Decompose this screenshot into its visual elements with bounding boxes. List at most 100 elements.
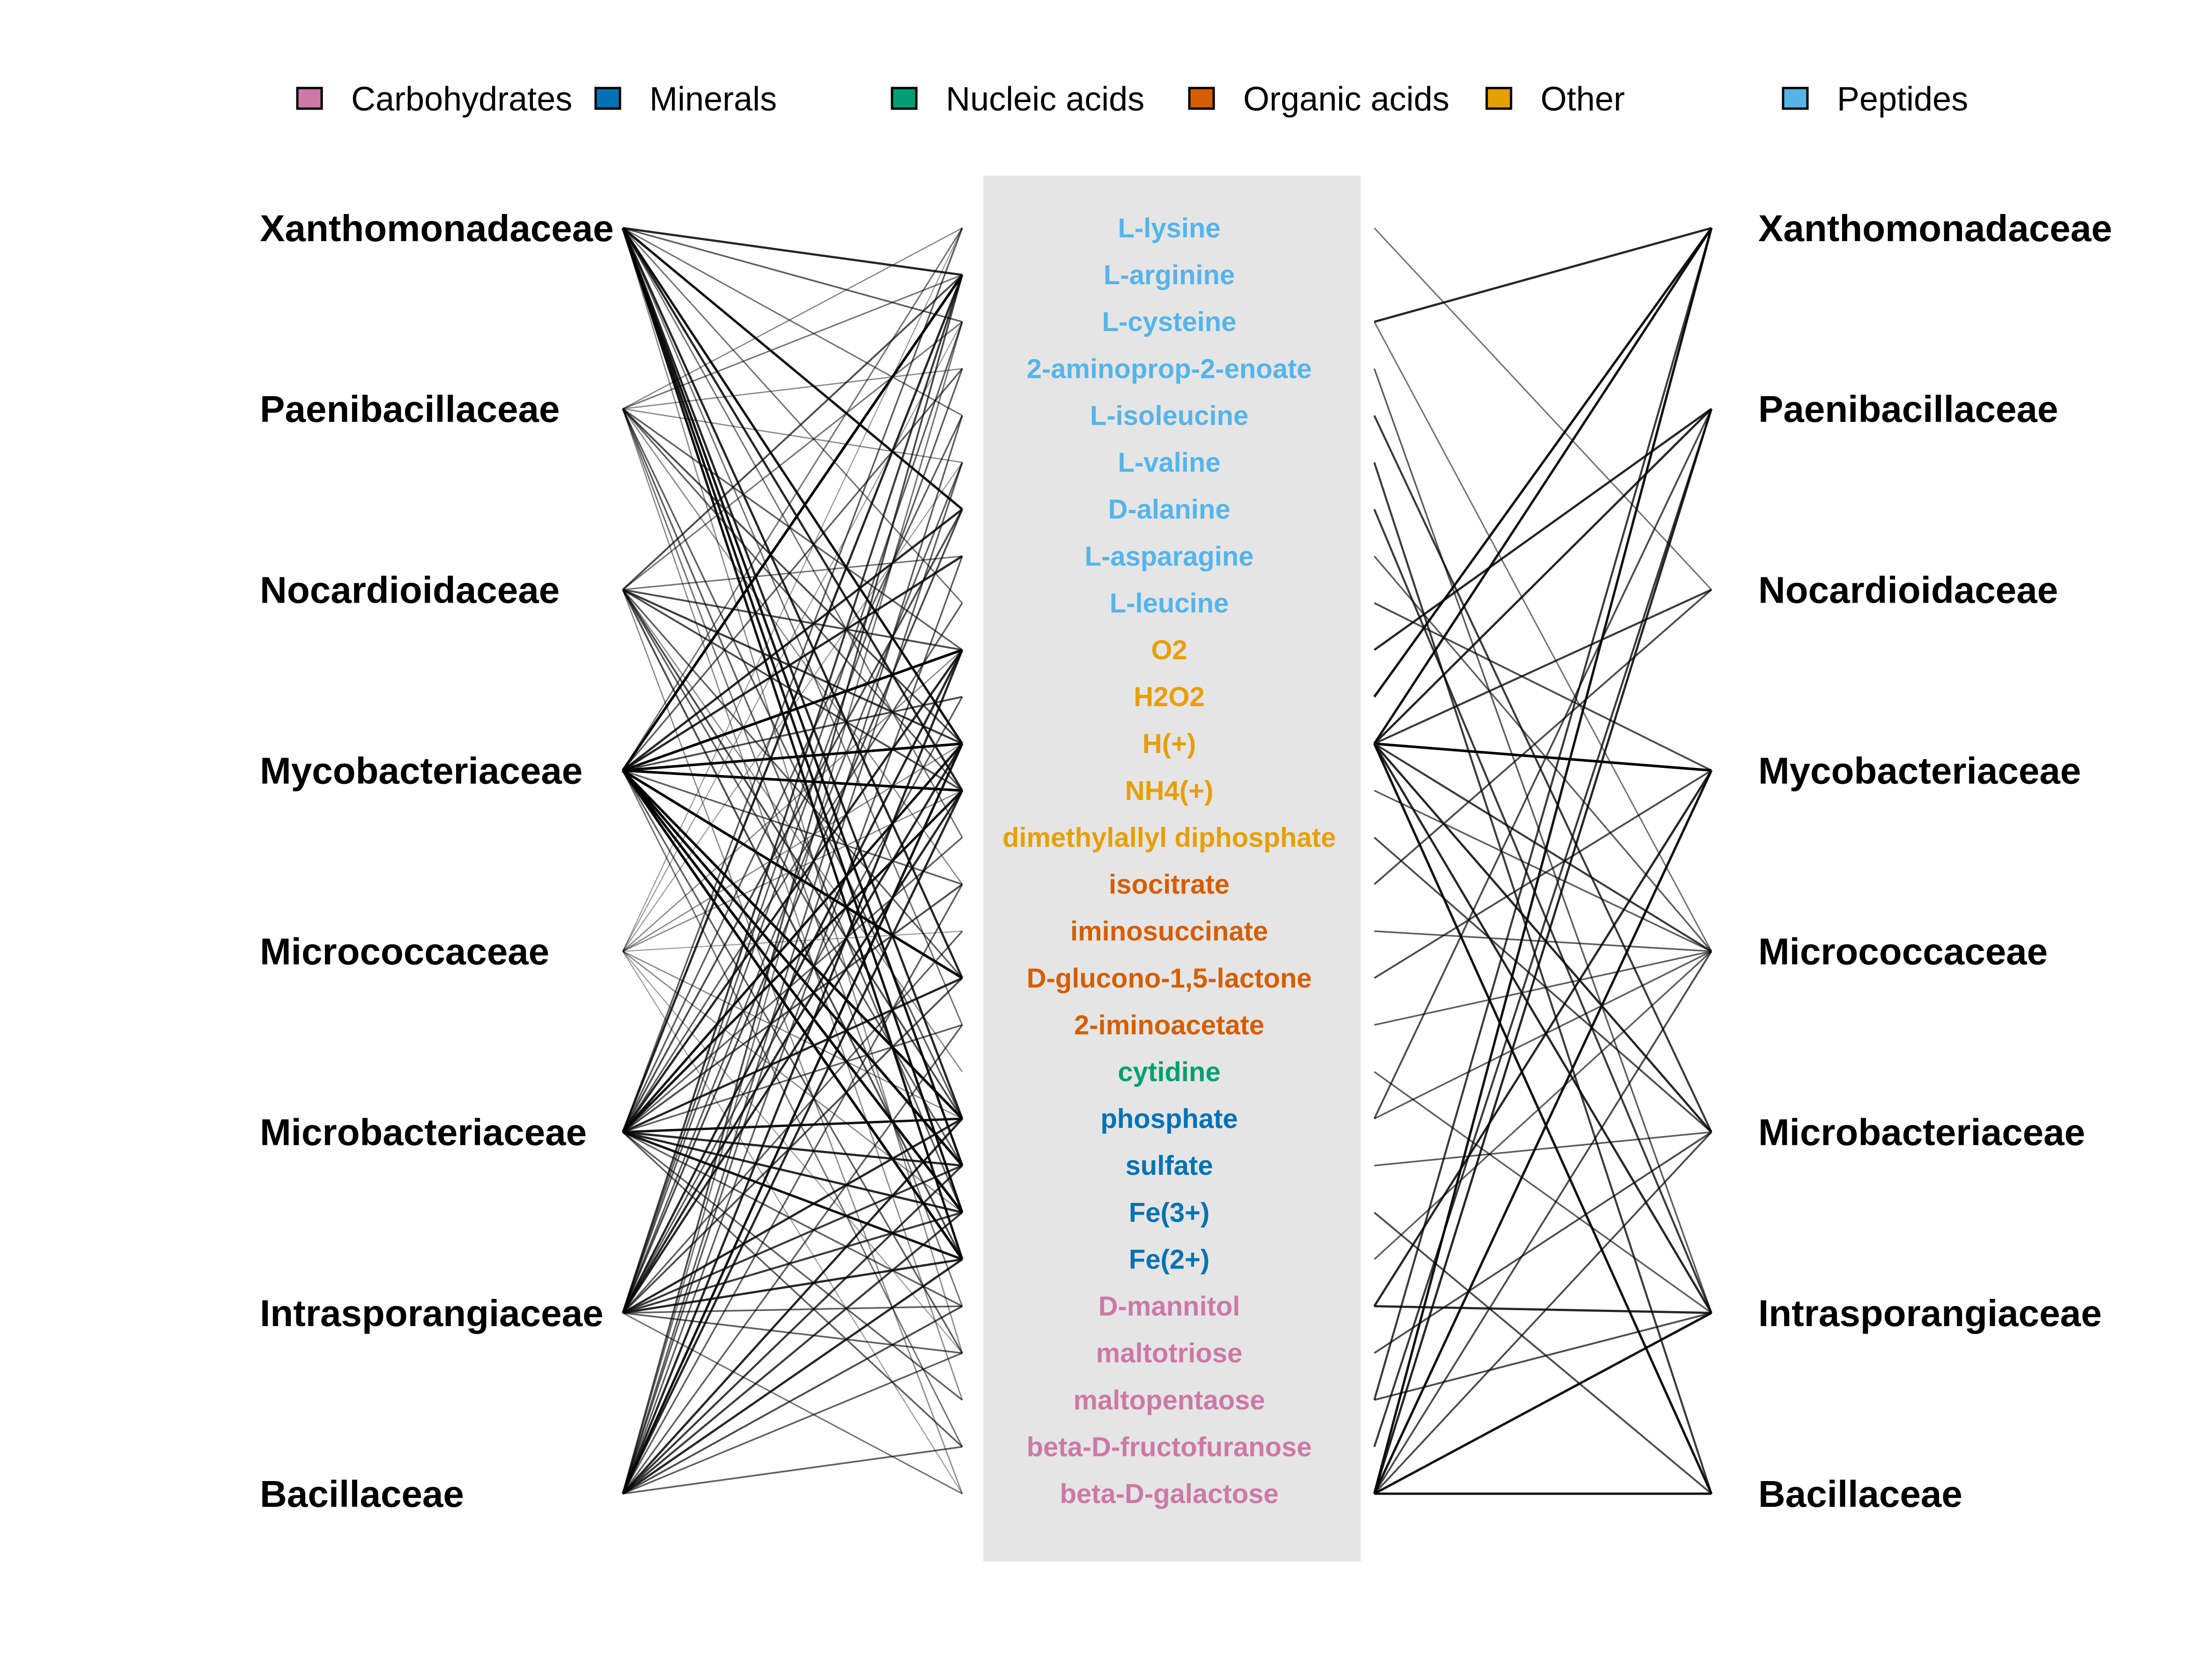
- edge-nocardioidaceae-phosphate: [622, 589, 963, 1120]
- edge-xanthomonadaceae-2-iminoacetate: [622, 228, 963, 1025]
- edge-xanthomonadaceae-nh4: [621, 227, 964, 791]
- edge-l-lysine-nocardioidaceae: [1373, 227, 1712, 590]
- edge-beta-d-fructofuranose-paenibacillaceae: [1373, 408, 1713, 1447]
- edge-mycobacteriaceae-h2o2: [622, 696, 963, 772]
- metabolite-labels: L-lysine L-arginine L-cysteine 2-aminoprop-…: [1003, 213, 1336, 1509]
- edge-xanthomonadaceae-d-alanine: [622, 227, 963, 510]
- edge-xanthomonadaceae-l-cysteine: [622, 227, 963, 323]
- metabolite-fe-3: Fe(3+): [1129, 1197, 1209, 1228]
- edge-mycobacteriaceae-nh4: [622, 769, 963, 792]
- metabolite-l-leucine: L-leucine: [1110, 588, 1229, 619]
- legend-swatch: [1485, 87, 1512, 110]
- edge-bacillaceae-h: [621, 743, 964, 1495]
- edge-mycobacteriaceae-maltotriose: [622, 770, 963, 1354]
- edge-mycobacteriaceae-beta-d-fructofuranose: [622, 770, 963, 1447]
- edge-micrococcaceae-fe-3: [622, 951, 963, 1213]
- center-panel: [983, 176, 1361, 1562]
- edge-h-micrococcaceae: [1373, 743, 1712, 952]
- metabolite-l-valine: L-valine: [1118, 448, 1220, 478]
- edge-micrococcaceae-l-lysine: [622, 228, 963, 952]
- edge-intrasporangiaceae-2-aminoprop-2-enoate: [622, 368, 963, 1313]
- edge-microbacteriaceae-nh4: [622, 789, 963, 1133]
- right-family-intrasporangiaceae: Intrasporangiaceae: [1758, 1292, 2102, 1334]
- edge-bacillaceae-maltotriose: [622, 1352, 963, 1495]
- legend-swatch: [891, 87, 918, 110]
- edge-microbacteriaceae-d-alanine: [622, 509, 963, 1133]
- right-family-xanthomonadaceae: Xanthomonadaceae: [1758, 207, 2112, 249]
- edge-xanthomonadaceae-dimethylallyl-diphosphate: [622, 228, 963, 838]
- edge-micrococcaceae-nh4: [622, 790, 963, 952]
- edge-intrasporangiaceae-nh4: [622, 790, 963, 1314]
- edge-intrasporangiaceae-h2o2: [622, 696, 963, 1313]
- edge-mycobacteriaceae-d-alanine: [622, 508, 963, 772]
- edge-micrococcaceae-maltotriose: [622, 951, 963, 1354]
- edge-paenibacillaceae-maltopentaose: [622, 408, 963, 1401]
- edge-nocardioidaceae-fe-2: [622, 589, 963, 1260]
- edge-nocardioidaceae-nh4: [622, 589, 963, 792]
- edge-paenibacillaceae-d-mannitol: [622, 408, 963, 1307]
- metabolite-d-glucono-1-5-lactone: D-glucono-1,5-lactone: [1026, 963, 1312, 994]
- edge-microbacteriaceae-l-isoleucine: [622, 415, 963, 1133]
- left-family-nocardioidaceae: Nocardioidaceae: [260, 569, 560, 611]
- edge-bacillaceae-o2: [621, 649, 964, 1494]
- legend-label: Peptides: [1837, 81, 1968, 118]
- edge-cytidine-intrasporangiaceae: [1373, 1071, 1712, 1314]
- edge-mycobacteriaceae-l-lysine: [622, 228, 963, 771]
- left-family-labels: Xanthomonadaceae Paenibacillaceae Nocardio…: [260, 207, 614, 1515]
- legend-item-minerals: Minerals: [594, 81, 777, 118]
- metabolite-l-cysteine: L-cysteine: [1102, 307, 1237, 337]
- edge-phosphate-paenibacillaceae: [1373, 408, 1712, 1119]
- metabolite-nh4: NH4(+): [1125, 775, 1214, 806]
- legend: Carbohydrates Minerals Nucleic acids Organi…: [296, 81, 1968, 118]
- edge-mycobacteriaceae-isocitrate: [622, 769, 963, 885]
- edge-h-bacillaceae: [1373, 743, 1713, 1495]
- right-family-microbacteriaceae: Microbacteriaceae: [1758, 1112, 2085, 1153]
- edge-iminosuccinate-micrococcaceae: [1374, 930, 1712, 952]
- edge-nocardioidaceae-beta-d-galactose: [622, 589, 963, 1494]
- legend-swatch: [594, 87, 621, 110]
- edge-nocardioidaceae-cytidine: [622, 589, 963, 1072]
- edge-microbacteriaceae-dimethylallyl-diphosphate: [622, 837, 963, 1133]
- metabolite-d-alanine: D-alanine: [1108, 494, 1230, 525]
- edge-micrococcaceae-l-cysteine: [622, 321, 963, 952]
- edge-beta-d-galactose-xanthomonadaceae: [1373, 228, 1713, 1494]
- edge-intrasporangiaceae-h: [621, 743, 964, 1314]
- legend-item-carbohydrates: Carbohydrates: [296, 81, 572, 118]
- metabolite-fe-2: Fe(2+): [1129, 1244, 1209, 1275]
- edge-nh4-micrococcaceae: [1374, 789, 1712, 952]
- edge-h-mycobacteriaceae: [1374, 742, 1712, 772]
- edge-nocardioidaceae-l-asparagine: [622, 555, 963, 590]
- left-family-xanthomonadaceae: Xanthomonadaceae: [260, 207, 614, 249]
- edge-beta-d-galactose-intrasporangiaceae: [1373, 1312, 1712, 1495]
- edge-bacillaceae-d-mannitol: [622, 1305, 963, 1495]
- left-family-mycobacteriaceae: Mycobacteriaceae: [260, 750, 582, 791]
- edge-microbacteriaceae-l-lysine: [622, 228, 963, 1133]
- legend-item-nucleic-acids: Nucleic acids: [891, 81, 1144, 118]
- edge-paenibacillaceae-l-arginine: [622, 274, 963, 410]
- left-family-intrasporangiaceae: Intrasporangiaceae: [260, 1292, 604, 1334]
- edge-bacillaceae-l-cysteine: [622, 321, 963, 1494]
- edge-mycobacteriaceae-sulfate: [621, 769, 964, 1167]
- edge-nocardioidaceae-l-arginine: [622, 274, 963, 590]
- edge-phosphate-micrococcaceae: [1374, 951, 1712, 1120]
- edge-2-iminoacetate-micrococcaceae: [1374, 950, 1712, 1026]
- edge-beta-d-galactose-mycobacteriaceae: [1373, 770, 1713, 1495]
- legend-label: Organic acids: [1243, 81, 1449, 118]
- edge-micrococcaceae-h: [622, 743, 963, 952]
- edge-microbacteriaceae-isocitrate: [622, 883, 963, 1133]
- edge-l-cysteine-micrococcaceae: [1373, 321, 1712, 952]
- edge-paenibacillaceae-l-lysine: [622, 227, 963, 410]
- edge-l-cysteine-xanthomonadaceae: [1374, 227, 1712, 323]
- edge-mycobacteriaceae-h: [622, 742, 963, 772]
- metabolite-l-arginine: L-arginine: [1104, 260, 1235, 290]
- edge-d-alanine-intrasporangiaceae: [1373, 509, 1712, 1313]
- edge-paenibacillaceae-fe-3: [622, 408, 963, 1213]
- edge-intrasporangiaceae-d-glucono-1-5-lactone: [622, 977, 963, 1314]
- edge-intrasporangiaceae-iminosuccinate: [622, 930, 963, 1314]
- left-family-micrococcaceae: Micrococcaceae: [260, 931, 549, 973]
- edge-mycobacteriaceae-l-asparagine: [622, 555, 963, 772]
- edge-d-mannitol-intrasporangiaceae: [1374, 1305, 1712, 1314]
- edge-paenibacillaceae-h: [622, 408, 963, 745]
- edge-paenibacillaceae-l-valine: [622, 408, 963, 463]
- metabolite-l-asparagine: L-asparagine: [1085, 541, 1254, 572]
